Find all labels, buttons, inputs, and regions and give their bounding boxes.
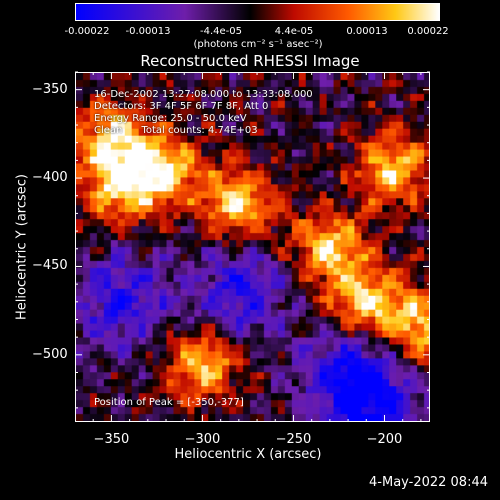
time-range-annotation: 16-Dec-2002 13:27:08.000 to 13:33:08.000 bbox=[94, 89, 313, 100]
x-tick-label: −300 bbox=[184, 432, 221, 447]
colorbar-tick-label: 0.00022 bbox=[407, 26, 449, 37]
colorbar bbox=[75, 3, 440, 21]
x-tick-label: −350 bbox=[93, 432, 130, 447]
y-axis-label: Heliocentric Y (arcsec) bbox=[14, 174, 30, 320]
peak-position-label: Position of Peak = [-350,-377] bbox=[94, 397, 244, 408]
colorbar-tick-label: -0.00013 bbox=[125, 26, 171, 37]
colorbar-units: (photons cm⁻² s⁻¹ asec⁻²) bbox=[193, 39, 323, 50]
colorbar-tick-label: -0.00022 bbox=[64, 26, 110, 37]
x-tick-label: −200 bbox=[366, 432, 403, 447]
plot-area: 16-Dec-2002 13:27:08.000 to 13:33:08.000… bbox=[75, 72, 430, 422]
x-tick-label: −250 bbox=[275, 432, 312, 447]
counts-annotation: Clean Total counts: 4.74E+03 bbox=[94, 125, 258, 136]
date-stamp: 4-May-2022 08:44 bbox=[369, 475, 488, 490]
y-tick-label: −400 bbox=[32, 170, 68, 186]
x-axis-label: Heliocentric X (arcsec) bbox=[174, 447, 322, 462]
heatmap-image bbox=[76, 73, 429, 421]
colorbar-tick-label: 0.00013 bbox=[346, 26, 388, 37]
colorbar-tick-label: 4.4e-05 bbox=[274, 26, 314, 37]
y-tick-label: −450 bbox=[32, 258, 68, 274]
energy-range-annotation: Energy Range: 25.0 - 50.0 keV bbox=[94, 113, 247, 124]
y-tick-label: −500 bbox=[32, 346, 68, 362]
chart-title: Reconstructed RHESSI Image bbox=[140, 52, 360, 70]
detectors-annotation: Detectors: 3F 4F 5F 6F 7F 8F, Att 0 bbox=[94, 101, 269, 112]
y-tick-label: −350 bbox=[32, 81, 68, 97]
colorbar-tick-label: -4.4e-05 bbox=[200, 26, 242, 37]
